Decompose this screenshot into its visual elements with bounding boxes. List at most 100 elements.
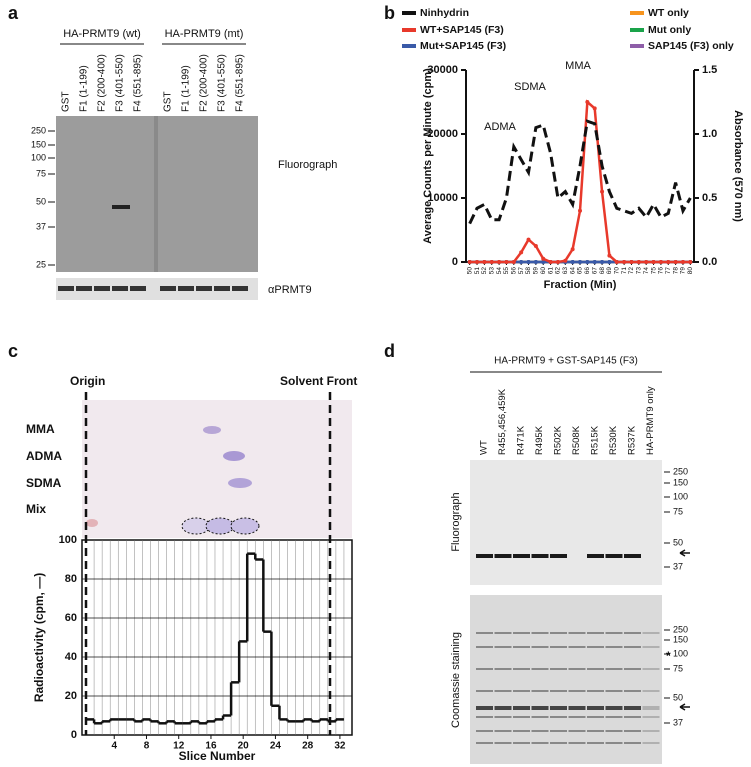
point: [644, 260, 649, 264]
asterisk: *: [666, 649, 671, 663]
x-tick-label: 24: [270, 741, 282, 752]
point: [592, 260, 597, 264]
y-axis-label: Average Counts per Minute (cpm): [422, 68, 434, 244]
y-axis-label: Radioactivity (cpm, —): [32, 573, 46, 702]
y-tick-label: 30000: [427, 64, 458, 76]
point: [541, 260, 546, 264]
strip-band: [160, 286, 176, 291]
lane-label: Mix: [26, 502, 46, 516]
x-tick-label: 78: [672, 267, 679, 275]
point: [680, 260, 685, 264]
x-tick-label: 80: [687, 267, 694, 275]
y2-tick-label: 0.5: [702, 192, 717, 204]
point: [570, 247, 575, 252]
x-tick-label: 51: [474, 267, 481, 275]
stain-band: [476, 646, 493, 648]
stain-band: [624, 668, 641, 670]
header: HA-PRMT9 + GST-SAP145 (F3): [494, 356, 638, 367]
x-tick-label: 12: [173, 741, 185, 752]
x-tick-label: 54: [496, 267, 503, 275]
stain-band: [587, 632, 604, 634]
point: [607, 260, 612, 264]
y-tick-label: 60: [65, 612, 77, 624]
stain-band: [605, 668, 623, 670]
x-tick-label: 50: [466, 267, 473, 275]
stain-band: [568, 668, 586, 670]
lane-label: R530K: [608, 425, 619, 455]
marker-label: 37: [36, 221, 46, 231]
marker-label: 37: [673, 717, 683, 727]
stain-band: [568, 690, 586, 692]
strip-band: [196, 286, 212, 291]
x-tick-label: 32: [334, 741, 346, 752]
x-tick-label: 77: [665, 267, 672, 275]
x-tick-label: 61: [547, 267, 554, 275]
y-tick-label: 100: [59, 534, 77, 546]
stain-band: [587, 742, 604, 744]
x-tick-label: 53: [488, 267, 495, 275]
stain-band: [624, 730, 641, 732]
stain-band: [624, 690, 641, 692]
stain-band: [642, 646, 660, 648]
stain-band: [587, 716, 604, 718]
lane-label: R537K: [627, 425, 638, 455]
y-tick-label: 0: [452, 256, 458, 268]
spot: [228, 478, 252, 488]
point: [585, 100, 590, 104]
x-tick-label: 76: [658, 267, 665, 275]
stain-band: [513, 730, 530, 732]
stain-band: [494, 730, 512, 732]
marker-label: 100: [673, 648, 688, 658]
y-tick-label: 0: [71, 729, 77, 741]
strip-band: [58, 286, 74, 291]
lane-label: R471K: [516, 425, 527, 455]
y-tick-label: 20000: [427, 128, 458, 140]
stain-band: [624, 706, 641, 710]
marker-label: 150: [673, 634, 688, 644]
stain-band: [605, 646, 623, 648]
marker-label: 50: [36, 196, 46, 206]
x-tick-label: 58: [525, 267, 532, 275]
stain-band: [550, 716, 567, 718]
lane-label: F4 (551-895): [235, 54, 246, 112]
lane-label: R502K: [553, 425, 564, 455]
stain-band: [587, 646, 604, 648]
stain-band: [624, 646, 641, 648]
point: [636, 260, 641, 264]
prmt9-strip: [56, 278, 258, 300]
point: [489, 260, 494, 264]
annotation: SDMA: [514, 81, 546, 93]
coomassie-blot: [470, 595, 662, 764]
stain-band: [494, 716, 512, 718]
panel-label: c: [8, 341, 18, 361]
x-tick-label: 65: [577, 267, 584, 275]
marker-label: 250: [673, 624, 688, 634]
stain-band: [550, 646, 567, 648]
y-tick-label: 40: [65, 651, 77, 663]
x-tick-label: 73: [636, 267, 643, 275]
point: [585, 260, 590, 264]
stain-band: [476, 690, 493, 692]
point: [526, 237, 531, 242]
x-tick-label: 62: [555, 267, 562, 275]
series-line: [468, 119, 692, 225]
stain-band: [476, 706, 493, 710]
stain-band: [550, 706, 567, 710]
point: [475, 260, 480, 264]
stain-band: [605, 706, 623, 710]
point: [592, 106, 597, 111]
legend-label: Mut+SAP145 (F3): [420, 40, 506, 52]
x-tick-label: 56: [511, 267, 518, 275]
mix-spot: [181, 517, 211, 535]
marker-label: 50: [673, 692, 683, 702]
legend-label: WT only: [648, 7, 689, 19]
marker-label: 150: [673, 477, 688, 487]
group-label: HA-PRMT9 (mt): [165, 28, 244, 40]
band: [476, 554, 493, 558]
stain-band: [624, 742, 641, 744]
lane-label: SDMA: [26, 476, 62, 490]
stain-band: [513, 668, 530, 670]
x-axis-label: Slice Number: [179, 749, 256, 763]
lane-label: F2 (200-400): [97, 54, 108, 112]
stain-band: [531, 730, 549, 732]
